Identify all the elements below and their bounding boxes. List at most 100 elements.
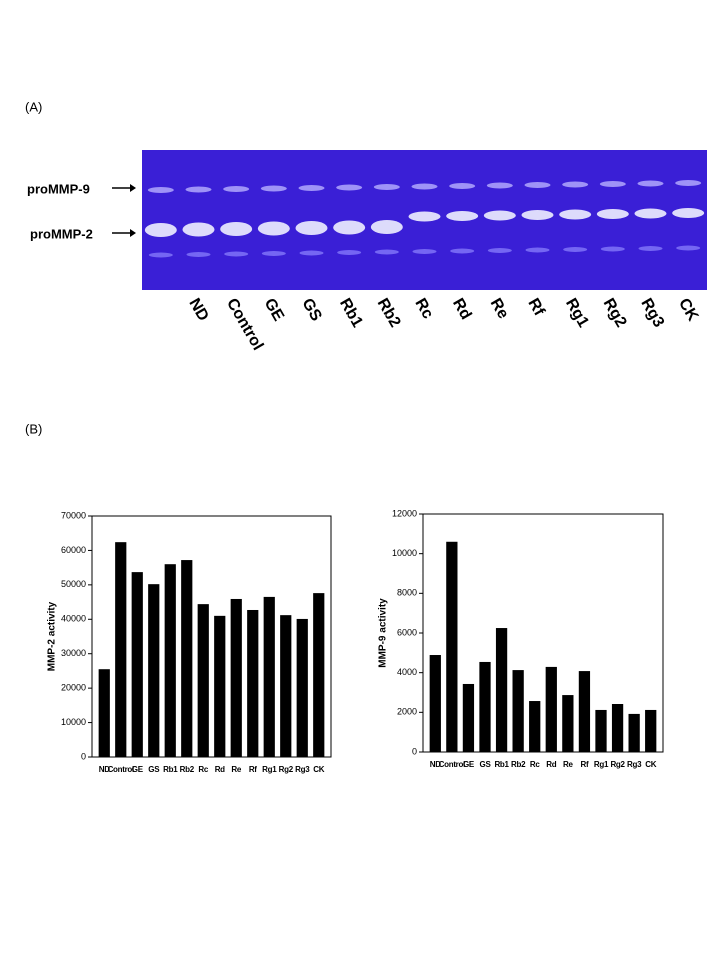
- bar: [512, 670, 524, 752]
- bar: [611, 704, 624, 752]
- y-tick-label: 6000: [397, 627, 417, 637]
- x-tick-label: Rc: [530, 760, 540, 769]
- band: [185, 186, 212, 193]
- band-label: proMMP-2: [30, 226, 93, 241]
- band: [599, 181, 626, 187]
- y-tick-label: 40000: [61, 614, 86, 624]
- band: [261, 251, 286, 256]
- x-tick-label: ND: [430, 760, 441, 769]
- band: [147, 187, 174, 193]
- plot-frame: [91, 515, 332, 758]
- y-axis-label: MMP-2 activity: [47, 601, 58, 671]
- band: [224, 251, 249, 257]
- x-tick-label: Rd: [546, 760, 556, 769]
- band: [220, 222, 253, 236]
- bar: [446, 541, 458, 752]
- bar: [545, 666, 557, 752]
- y-tick-label: 10000: [392, 548, 417, 558]
- band: [450, 248, 475, 254]
- x-tick-label: Control: [439, 760, 465, 769]
- band: [148, 252, 173, 258]
- gel-bands: [144, 180, 705, 258]
- x-tick-label: GE: [463, 760, 475, 769]
- y-tick-label: 30000: [61, 648, 86, 658]
- x-tick-label: Rb1: [494, 760, 509, 769]
- x-tick-label: Rf: [581, 760, 589, 769]
- bar: [197, 604, 209, 757]
- band: [295, 221, 328, 235]
- x-tick-label: CK: [313, 765, 324, 774]
- x-tick-label: CK: [645, 760, 656, 769]
- band: [333, 220, 366, 235]
- bar: [578, 671, 591, 752]
- band: [563, 247, 588, 252]
- x-tick-label: Rf: [249, 765, 257, 774]
- bar: [495, 628, 508, 752]
- bar: [313, 593, 325, 757]
- y-tick-label: 10000: [61, 717, 86, 727]
- x-tick-label: Rg3: [627, 760, 642, 769]
- x-tick-label: Control: [108, 765, 134, 774]
- band: [336, 184, 363, 191]
- band-label: proMMP-9: [27, 181, 90, 196]
- x-tick-label: Rg2: [279, 765, 294, 774]
- x-tick-label: Rg2: [610, 760, 625, 769]
- band: [486, 182, 513, 189]
- band: [525, 247, 550, 253]
- band: [298, 185, 325, 191]
- band: [257, 221, 290, 236]
- band: [373, 184, 400, 190]
- x-tick-label: Rg3: [295, 765, 310, 774]
- x-tick-label: Rg1: [594, 760, 609, 769]
- y-tick-label: 2000: [397, 707, 417, 717]
- band: [600, 246, 625, 252]
- x-tick-label: Rb2: [511, 760, 526, 769]
- bar: [429, 655, 441, 752]
- band: [449, 183, 476, 189]
- x-tick-label: Re: [231, 765, 241, 774]
- y-tick-label: 12000: [392, 508, 417, 518]
- bar: [479, 661, 491, 752]
- bar: [529, 701, 541, 752]
- y-tick-label: 0: [412, 746, 417, 756]
- band: [634, 208, 667, 219]
- bar: [247, 609, 259, 757]
- bar: [230, 598, 242, 757]
- bar: [645, 709, 657, 752]
- panel-label: (B): [25, 421, 42, 436]
- x-tick-label: Rd: [215, 765, 225, 774]
- band: [186, 252, 211, 257]
- bar: [148, 584, 160, 757]
- band: [521, 210, 554, 220]
- x-tick-label: Rb2: [180, 765, 195, 774]
- band: [374, 249, 399, 255]
- y-tick-label: 4000: [397, 667, 417, 677]
- band: [446, 211, 479, 221]
- y-tick-label: 60000: [61, 545, 86, 555]
- bar: [98, 669, 110, 757]
- bar: [595, 709, 607, 752]
- bar: [263, 596, 275, 757]
- band: [408, 211, 441, 222]
- band: [596, 209, 629, 219]
- band: [412, 249, 437, 254]
- bar: [115, 542, 127, 757]
- x-tick-label: ND: [99, 765, 110, 774]
- band: [672, 208, 705, 218]
- band: [675, 180, 702, 186]
- band: [223, 186, 250, 192]
- x-tick-label: Rb1: [163, 765, 178, 774]
- x-tick-label: GE: [132, 765, 144, 774]
- panel-label: (A): [25, 99, 42, 114]
- band: [299, 250, 324, 256]
- bar: [131, 572, 143, 757]
- band: [260, 185, 287, 192]
- band: [676, 245, 701, 251]
- y-axis-label: MMP-9 activity: [378, 598, 389, 668]
- bar: [280, 615, 292, 757]
- x-tick-label: Re: [563, 760, 573, 769]
- y-tick-label: 0: [81, 751, 86, 761]
- y-tick-label: 8000: [397, 588, 417, 598]
- lane-label: Rf: [524, 296, 548, 320]
- band: [182, 222, 215, 237]
